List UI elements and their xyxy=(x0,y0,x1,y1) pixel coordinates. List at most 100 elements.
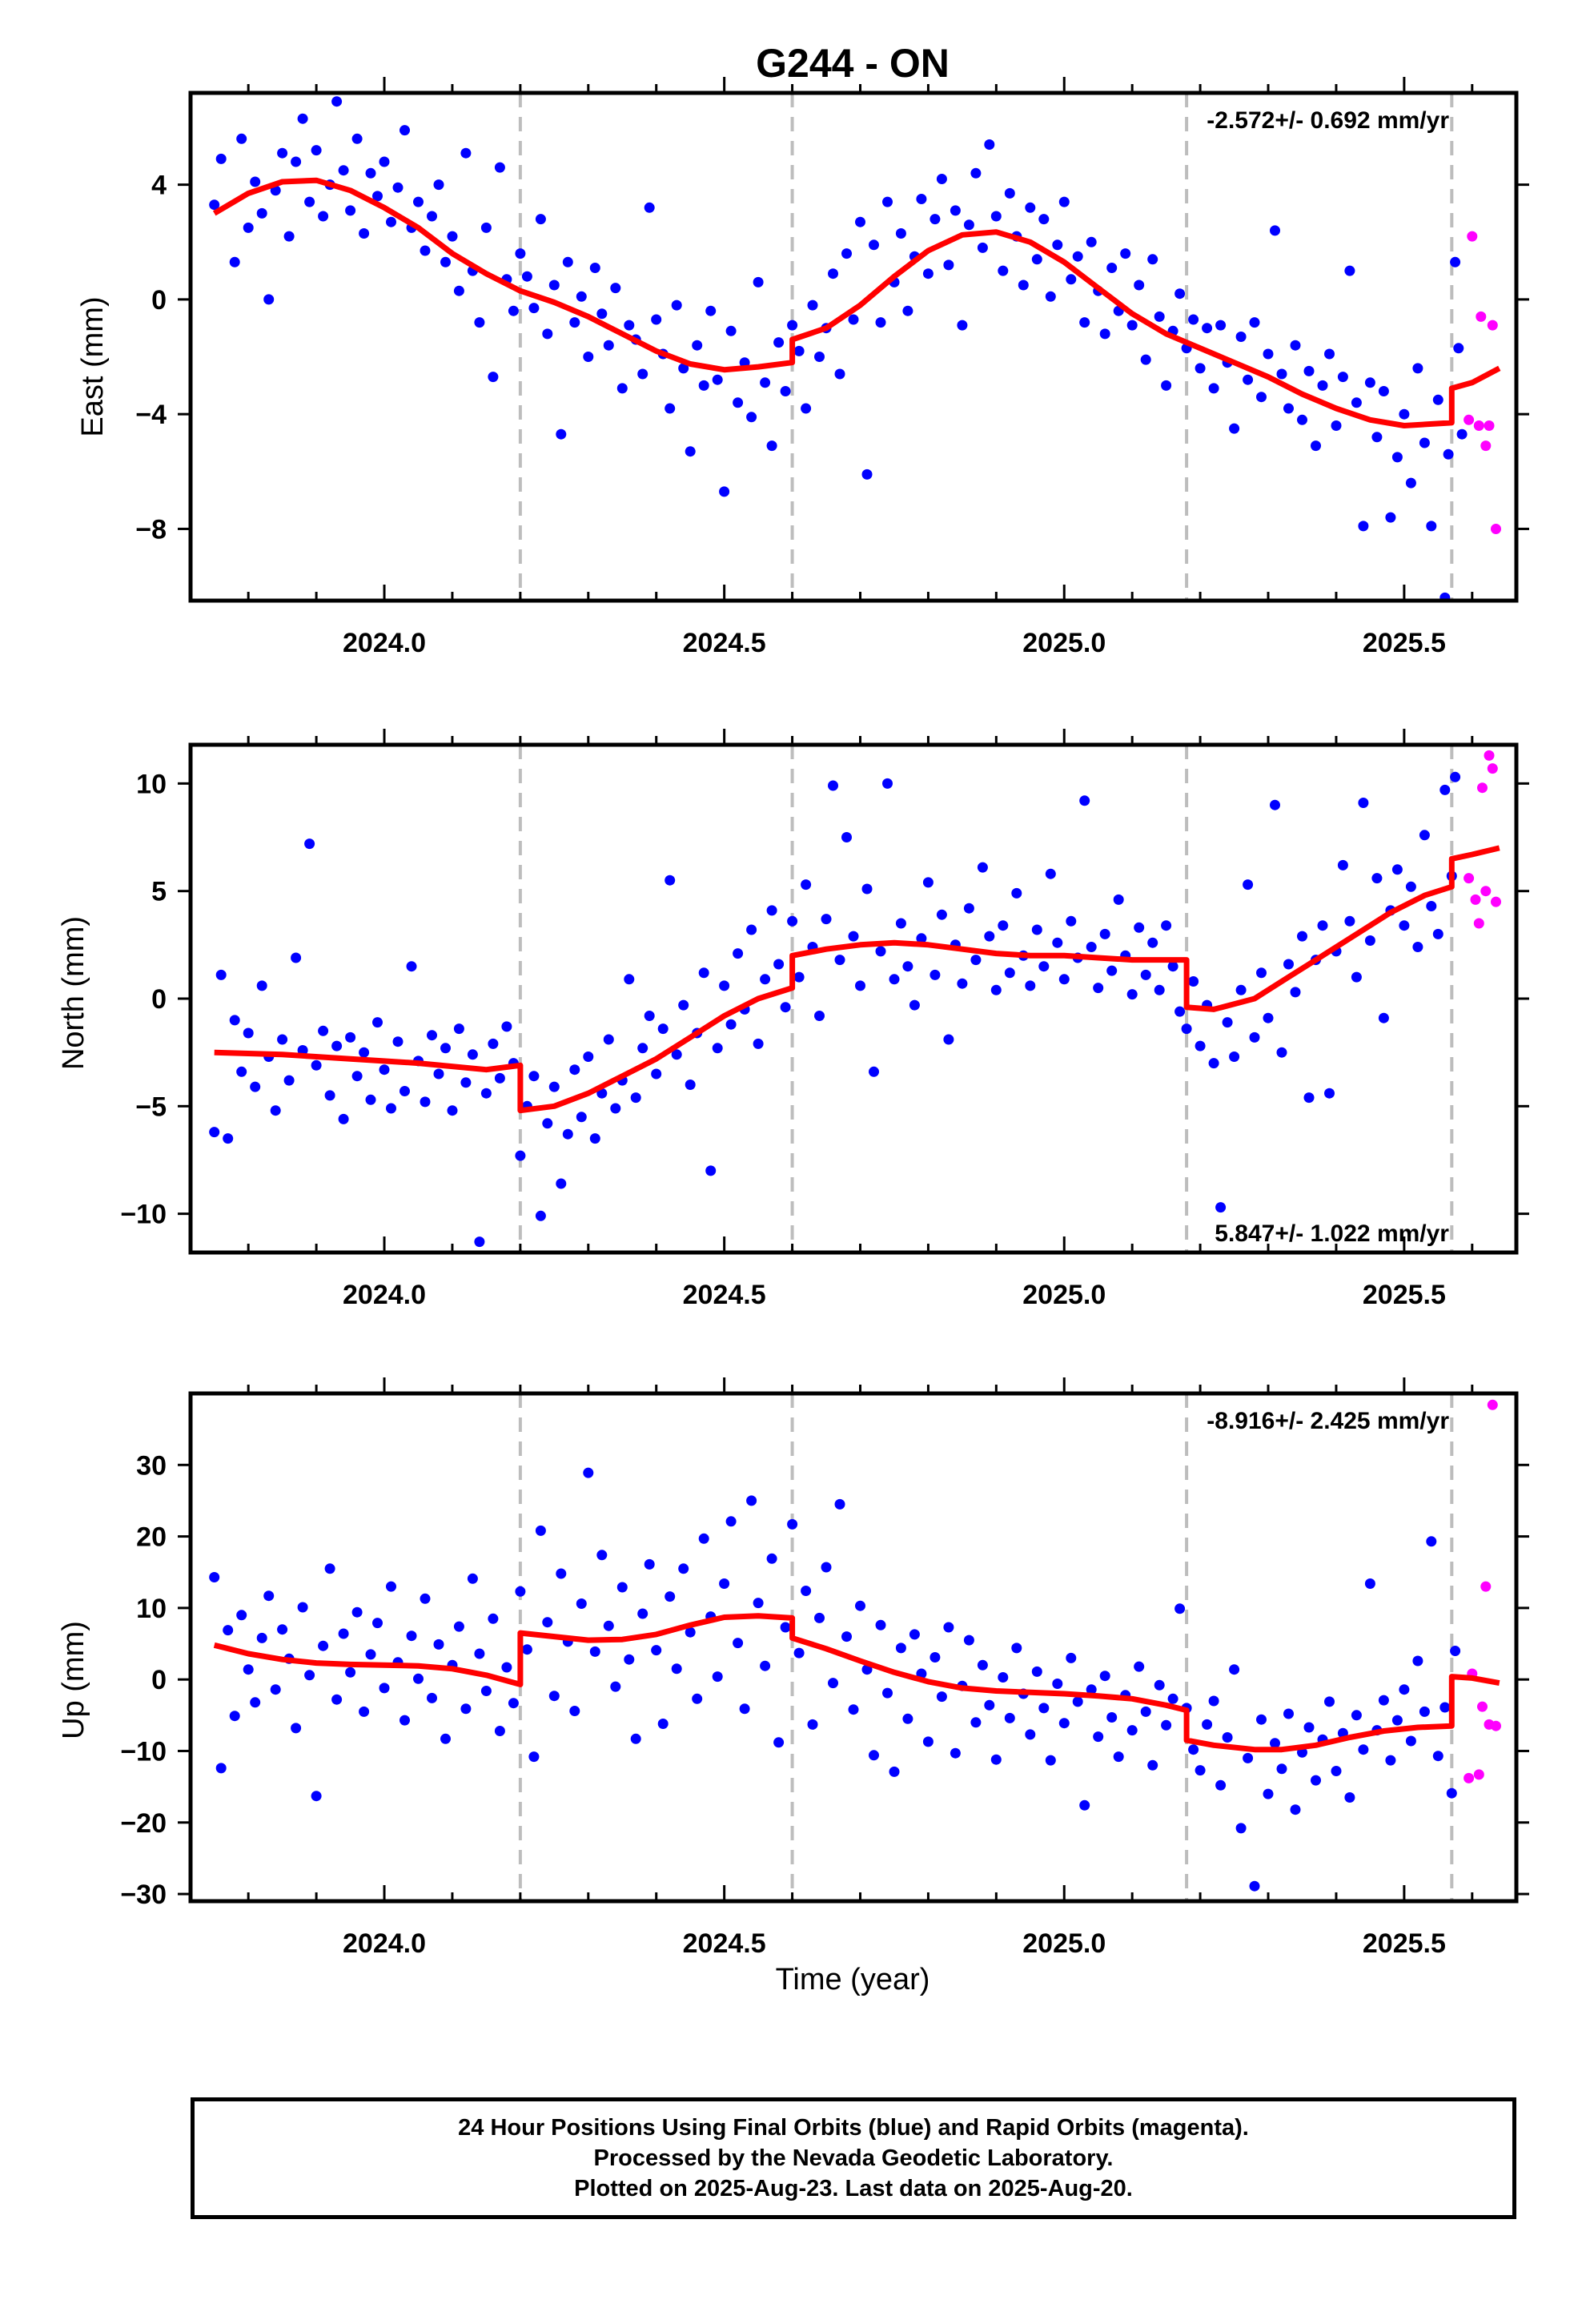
east-final-point xyxy=(1337,372,1348,383)
east-final-point xyxy=(1450,256,1461,267)
north-final-point xyxy=(236,1066,247,1077)
north-final-point xyxy=(229,1015,240,1026)
east-final-point xyxy=(869,239,879,251)
up-final-point xyxy=(453,1621,464,1632)
up-final-point xyxy=(1011,1642,1022,1654)
up-final-point xyxy=(1222,1732,1233,1743)
east-final-point xyxy=(746,412,757,423)
north-final-point xyxy=(460,1077,472,1088)
north-final-point xyxy=(1405,881,1416,892)
up-final-point xyxy=(990,1754,1002,1765)
north-final-point xyxy=(1161,920,1172,931)
up-final-point xyxy=(828,1678,838,1689)
east-final-point xyxy=(1235,332,1247,342)
east-final-point xyxy=(719,486,730,497)
north-rapid-point xyxy=(1480,886,1492,897)
up-final-point xyxy=(263,1590,275,1602)
up-final-point xyxy=(1263,1788,1274,1799)
east-final-point xyxy=(665,403,676,414)
north-final-point xyxy=(1113,894,1124,905)
up-final-point xyxy=(1161,1719,1172,1731)
north-x-tick-label: 2025.0 xyxy=(1022,1280,1106,1310)
east-final-point xyxy=(875,317,886,328)
north-final-point xyxy=(494,1072,505,1084)
east-rapid-point xyxy=(1491,524,1501,534)
up-final-point xyxy=(733,1638,744,1649)
up-final-point xyxy=(372,1618,383,1629)
up-final-point xyxy=(460,1703,472,1715)
north-final-point xyxy=(875,946,886,957)
east-final-point xyxy=(950,205,961,216)
north-plot-area xyxy=(191,745,1516,1252)
east-final-point xyxy=(596,308,608,320)
up-rapid-point xyxy=(1477,1701,1488,1712)
up-final-point xyxy=(1079,1799,1090,1811)
north-final-point xyxy=(1263,1012,1274,1023)
north-rapid-point xyxy=(1473,918,1484,929)
north-final-point xyxy=(1031,924,1042,935)
up-final-point xyxy=(324,1563,335,1574)
north-final-point xyxy=(821,914,832,925)
north-final-point xyxy=(392,1036,404,1047)
up-final-point xyxy=(1378,1695,1389,1706)
east-final-point xyxy=(440,256,451,267)
up-final-point xyxy=(746,1495,757,1506)
north-x-tick-label: 2024.0 xyxy=(343,1280,426,1310)
up-final-point xyxy=(712,1671,723,1683)
north-final-point xyxy=(338,1113,349,1124)
north-final-point xyxy=(324,1090,335,1101)
north-final-point xyxy=(943,1034,954,1045)
north-final-point xyxy=(1174,1006,1186,1017)
north-final-point xyxy=(528,1071,540,1082)
north-final-point xyxy=(576,1112,587,1123)
up-final-point xyxy=(542,1617,553,1628)
up-final-point xyxy=(427,1692,437,1703)
up-final-point xyxy=(297,1602,308,1613)
north-final-point xyxy=(678,999,689,1011)
east-final-point xyxy=(963,219,974,231)
east-x-tick-label: 2024.5 xyxy=(683,628,766,658)
north-final-point xyxy=(440,1043,451,1054)
north-final-point xyxy=(1195,1040,1206,1051)
north-final-point xyxy=(698,967,709,979)
north-final-point xyxy=(1450,771,1461,782)
north-y-tick-label: 10 xyxy=(136,769,167,799)
up-final-point xyxy=(556,1568,567,1579)
east-final-point xyxy=(236,133,247,144)
north-final-point xyxy=(651,1068,662,1080)
up-y-tick-label: −10 xyxy=(120,1736,167,1767)
north-final-point xyxy=(848,931,859,942)
north-final-point xyxy=(753,1038,764,1049)
up-final-point xyxy=(1364,1578,1375,1589)
up-final-point xyxy=(494,1726,505,1736)
east-final-point xyxy=(277,147,288,159)
east-final-point xyxy=(637,368,648,380)
up-final-point xyxy=(998,1672,1009,1683)
east-final-point xyxy=(930,214,941,225)
east-final-point xyxy=(603,340,614,351)
east-final-point xyxy=(494,162,505,173)
north-final-point xyxy=(1058,974,1070,985)
up-final-point xyxy=(1426,1536,1437,1547)
up-final-point xyxy=(413,1673,424,1684)
east-final-point xyxy=(515,248,526,259)
east-final-point xyxy=(1399,408,1410,420)
north-final-point xyxy=(277,1034,288,1045)
east-final-point xyxy=(338,165,349,176)
up-y-tick-label: 20 xyxy=(136,1522,167,1553)
north-final-point xyxy=(556,1178,567,1189)
east-rapid-point xyxy=(1484,420,1495,431)
north-final-point xyxy=(1249,1031,1260,1043)
east-final-point xyxy=(725,325,737,336)
up-y-axis-label: Up (mm) xyxy=(57,1621,90,1739)
up-final-point xyxy=(1099,1671,1110,1682)
up-final-point xyxy=(304,1670,315,1681)
east-final-point xyxy=(1120,248,1131,259)
north-final-point xyxy=(637,1043,648,1054)
north-final-point xyxy=(895,918,906,929)
east-final-point xyxy=(882,196,893,207)
up-final-point xyxy=(440,1733,451,1744)
north-final-point xyxy=(665,875,676,886)
east-final-point xyxy=(1072,251,1083,262)
up-final-point xyxy=(895,1642,906,1654)
